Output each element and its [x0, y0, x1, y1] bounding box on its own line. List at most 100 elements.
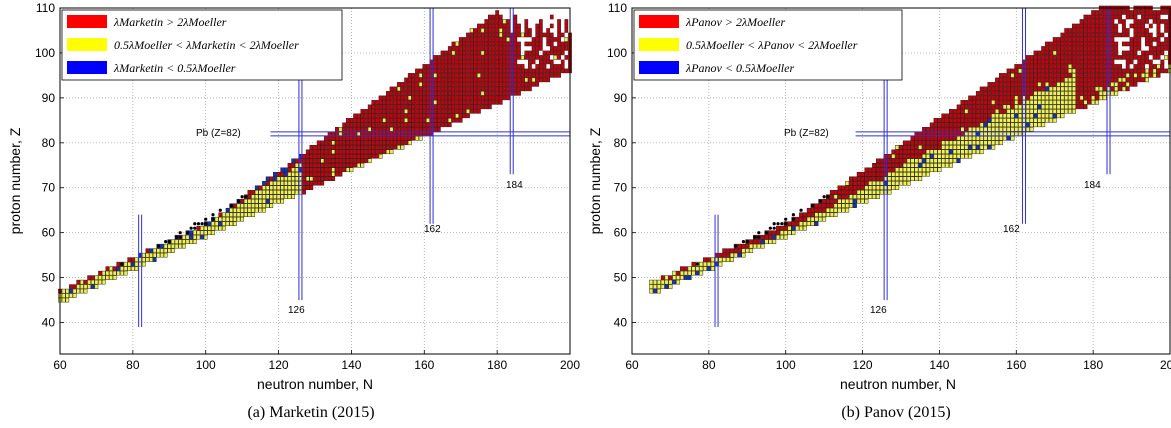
nuclide-cell-red [498, 23, 503, 29]
nuclide-cell-yellow [553, 55, 558, 60]
x-tick-label: 160 [414, 358, 434, 372]
nuclide-cell-red [477, 50, 481, 56]
nuclide-cell-red [433, 82, 438, 87]
nuclide-cell-red [528, 32, 532, 38]
nuclide-cell-red [426, 104, 430, 110]
nuclide-cell-yellow [229, 216, 234, 222]
nuclide-cell-yellow [258, 189, 263, 195]
nuclide-cell-red [477, 32, 481, 38]
nuclide-cell-red [353, 127, 357, 132]
legend-swatch-yellow-a [67, 38, 107, 51]
nuclide-cell-yellow [218, 225, 223, 231]
nuclide-cell-red [316, 149, 321, 155]
nuclide-cell-yellow [1025, 100, 1030, 105]
nuclide-cell-red [1095, 19, 1099, 24]
nuclide-cell-red [902, 158, 907, 164]
nuclide-cell-red [469, 32, 474, 38]
nuclide-cell-yellow [305, 176, 310, 182]
nuclide-cell-yellow [899, 167, 903, 173]
nuclide-cell-red [502, 86, 507, 92]
nuclide-cell-yellow [787, 230, 792, 235]
nuclide-cell-yellow [756, 243, 761, 249]
nuclide-cell-red [972, 118, 976, 123]
nuclide-cell-yellow [83, 288, 88, 294]
nuclide-cell-red [498, 19, 503, 24]
nuclide-cell-red [975, 100, 980, 105]
nuclide-cell-yellow [1048, 86, 1053, 92]
nuclide-cell-red [1121, 10, 1126, 15]
nuclide-cell-yellow [837, 198, 842, 204]
nuclide-cell-red [389, 100, 394, 105]
nuclide-cell-red [960, 122, 965, 128]
nuclide-cell-red [979, 95, 984, 101]
nuclide-cell-red [557, 37, 561, 42]
nuclide-cell-yellow [729, 252, 734, 258]
nuclide-cell-red [1091, 86, 1096, 92]
nuclide-cell-red [1018, 77, 1023, 83]
nuclide-cell-yellow [418, 73, 423, 78]
nuclide-cell-red [349, 131, 354, 137]
x-tick-label: 100 [196, 358, 216, 372]
nuclide-cell-red [941, 127, 946, 132]
nuclide-cell-yellow [192, 234, 197, 240]
nuclide-cell-red [860, 185, 865, 191]
nuclide-cell-yellow [247, 212, 252, 217]
nuclide-cell-red [1118, 55, 1122, 60]
nuclide-cell-blue [918, 163, 923, 168]
nuclide-cell-red [331, 158, 336, 164]
nuclide-cell-red [440, 86, 445, 92]
nuclide-cell-blue [284, 167, 288, 173]
nuclide-cell-yellow [1068, 95, 1073, 101]
nuclide-cell-red [393, 136, 397, 141]
nuclide-cell-red [975, 95, 980, 101]
nuclide-cell-red [305, 180, 310, 186]
nuclide-cell-red [1152, 46, 1157, 51]
nuclide-cell-red [528, 68, 532, 74]
nuclide-cell-red [72, 284, 77, 289]
nuclide-cell-red [864, 180, 869, 186]
nuclide-cell-red [411, 104, 416, 110]
nuclide-cell-red [488, 104, 492, 110]
nuclide-cell-red [722, 248, 727, 253]
nuclide-cell-yellow [660, 284, 665, 289]
nuclide-cell-red [937, 122, 942, 128]
nuclide-cell-red [925, 131, 930, 137]
nuclide-cell-red [415, 127, 419, 132]
nuclide-cell-yellow [1064, 109, 1069, 114]
nuclide-cell-red [1148, 46, 1153, 51]
nuclide-cell-red [400, 118, 405, 123]
nuclide-cell-red [949, 118, 953, 123]
nuclide-cell-red [1144, 41, 1149, 47]
nuclide-cell-red [987, 100, 992, 105]
nuclide-cell-red [1102, 32, 1107, 38]
nuclide-cell-yellow [760, 243, 765, 249]
nuclide-cell-yellow [899, 180, 903, 186]
nuclide-cell-red [1075, 77, 1080, 83]
y-tick-label: 70 [614, 181, 628, 195]
nuclide-cell-red [444, 109, 448, 114]
nuclide-cell-red [1010, 82, 1015, 87]
nuclide-cell-yellow [171, 239, 175, 244]
nuclide-cell-yellow [991, 131, 996, 137]
nuclide-cell-red [415, 113, 419, 119]
nuclide-cell-yellow [182, 243, 186, 249]
nuclide-cell-red [447, 64, 452, 69]
nuclide-cell-red [941, 118, 946, 123]
nuclide-cell-red [393, 131, 397, 137]
nuclide-cell-red [1148, 32, 1153, 38]
nuclide-cell-red [1164, 10, 1169, 15]
nuclide-cell-yellow [280, 189, 285, 195]
nuclide-cell-red [937, 127, 942, 132]
nuclide-cell-red [1010, 68, 1015, 74]
nuclide-cell-red [1129, 82, 1134, 87]
nuclide-cell-red [1160, 32, 1165, 38]
nuclide-cell-red [313, 176, 317, 182]
nuclide-cell-yellow [872, 194, 877, 199]
nuclide-cell-yellow [922, 154, 927, 159]
nuclide-cell-yellow [772, 239, 777, 244]
nuclide-cell-red [353, 131, 357, 137]
nuclide-cell-red [502, 91, 507, 96]
nuclide-cell-yellow [902, 180, 907, 186]
nuclide-cell-red [906, 149, 911, 155]
nuclide-cell-red [964, 122, 969, 128]
